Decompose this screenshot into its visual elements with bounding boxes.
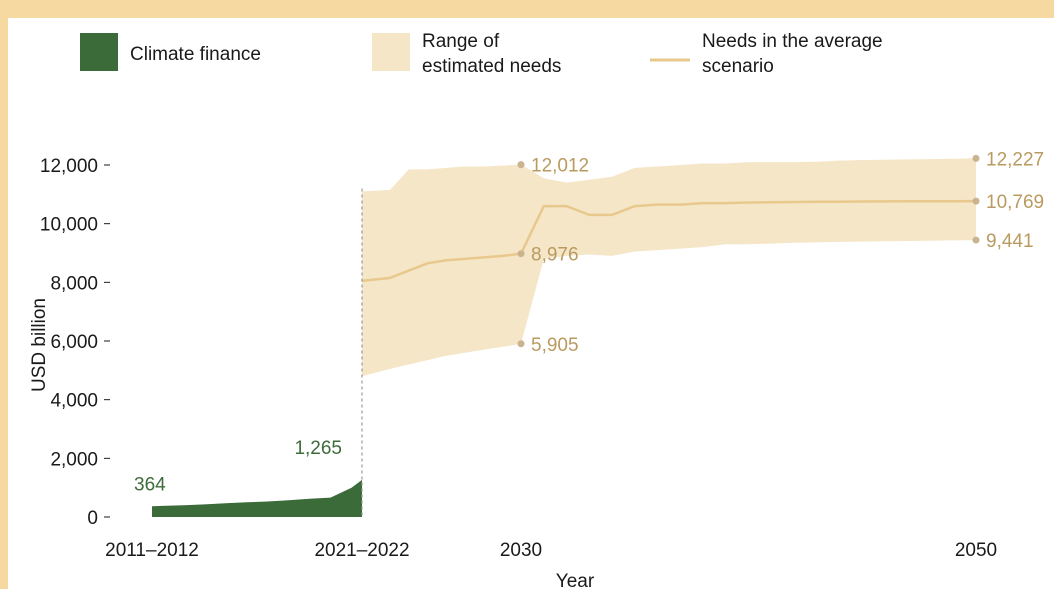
value-marker [517,340,525,348]
needs-value-label: 9,441 [986,231,1034,252]
needs-value-label: 5,905 [531,335,579,356]
finance-value-label: 364 [134,474,166,495]
range-area-layer [362,158,976,377]
average-line-layer [361,199,977,283]
y-tick-label: 12,000 [40,156,98,177]
x-tick-label: 2011–2012 [105,540,199,561]
needs-value-label: 10,769 [986,192,1044,213]
value-marker [517,250,525,258]
value-marker [517,161,525,169]
annotation-layer: 364 1,265 12,012 8,976 5,905 12,227 10,769 9,44… [134,149,1044,495]
needs-average-line [361,199,977,283]
legend-label-range-line1: Range of [422,31,500,52]
climate-finance-area [152,479,362,517]
legend-label-average-line2: scenario [702,56,774,77]
x-tick-label: 2030 [500,540,542,561]
x-tick-label: 2050 [955,540,997,561]
value-marker [972,154,980,162]
y-tick-label: 8,000 [50,273,98,294]
y-tick-label: 10,000 [40,215,98,236]
y-tick-label: 6,000 [50,332,98,353]
needs-value-label: 8,976 [531,245,579,266]
axis-layer: 0 2,000 4,000 6,000 8,000 10,000 12,000 2011–20… [29,156,997,589]
legend-label-average-line1: Needs in the average [702,31,883,52]
needs-value-label: 12,227 [986,149,1044,170]
y-tick-label: 4,000 [50,391,98,412]
y-axis-title: USD billion [29,298,50,392]
legend-label-range-line2: estimated needs [422,56,561,77]
finance-value-label: 1,265 [294,438,342,459]
needs-value-label: 12,012 [531,156,589,177]
value-marker [972,236,980,244]
finance-area-layer [152,479,362,517]
y-tick-label: 2,000 [50,449,98,470]
legend: Climate finance Range of estimated needs Ne… [80,31,883,77]
x-tick-label: 2021–2022 [314,540,409,561]
value-marker [972,197,980,205]
range-estimated-needs-area [362,158,976,377]
x-axis-title: Year [556,571,595,589]
y-tick-label: 0 [87,508,98,529]
legend-swatch-climate-finance [80,33,118,71]
legend-label-climate-finance: Climate finance [130,44,261,65]
legend-swatch-range [372,33,410,71]
